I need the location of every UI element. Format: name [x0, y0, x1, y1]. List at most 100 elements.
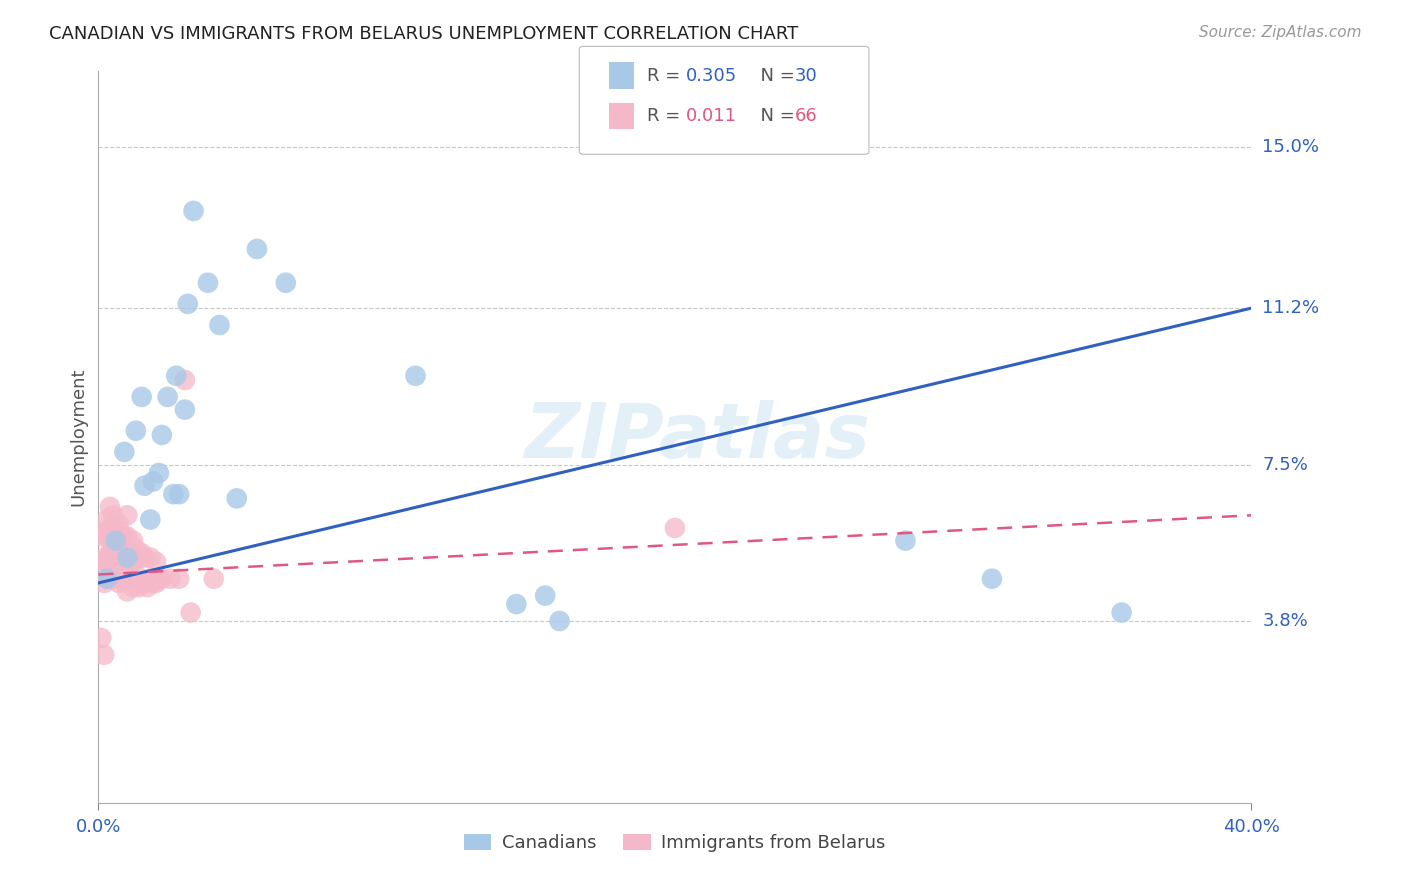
- Point: [159, 572, 181, 586]
- Point: [96, 572, 118, 586]
- Point: [405, 368, 427, 383]
- Point: [96, 555, 118, 569]
- Point: [112, 572, 135, 586]
- Point: [177, 297, 200, 311]
- Point: [120, 546, 142, 560]
- Point: [107, 516, 129, 531]
- Legend: Canadians, Immigrants from Belarus: Canadians, Immigrants from Belarus: [457, 827, 893, 860]
- Point: [107, 576, 129, 591]
- Point: [104, 572, 127, 586]
- Point: [131, 576, 153, 591]
- Point: [98, 500, 121, 514]
- Point: [98, 563, 121, 577]
- Text: R =: R =: [647, 107, 686, 125]
- Text: 11.2%: 11.2%: [1263, 299, 1320, 318]
- Point: [165, 368, 187, 383]
- Point: [208, 318, 231, 332]
- Point: [112, 445, 135, 459]
- Point: [548, 614, 571, 628]
- Text: Source: ZipAtlas.com: Source: ZipAtlas.com: [1198, 25, 1361, 40]
- Point: [150, 428, 173, 442]
- Text: 3.8%: 3.8%: [1263, 612, 1308, 630]
- Text: 7.5%: 7.5%: [1263, 456, 1309, 474]
- Point: [139, 512, 162, 526]
- Text: N =: N =: [749, 107, 801, 125]
- Point: [183, 203, 205, 218]
- Point: [125, 542, 148, 557]
- Point: [101, 521, 124, 535]
- Point: [122, 533, 145, 548]
- Point: [104, 555, 127, 569]
- Point: [167, 572, 190, 586]
- Point: [101, 572, 124, 586]
- Point: [104, 538, 127, 552]
- Text: N =: N =: [749, 67, 801, 85]
- Point: [664, 521, 686, 535]
- Text: 0.011: 0.011: [686, 107, 737, 125]
- Point: [112, 529, 135, 543]
- Point: [107, 538, 129, 552]
- Point: [101, 508, 124, 523]
- Point: [246, 242, 269, 256]
- Point: [139, 572, 162, 586]
- Point: [128, 550, 150, 565]
- Point: [122, 580, 145, 594]
- Point: [110, 529, 132, 543]
- Point: [110, 550, 132, 565]
- Point: [112, 550, 135, 565]
- Point: [142, 576, 165, 591]
- Point: [110, 572, 132, 586]
- Point: [128, 580, 150, 594]
- Point: [98, 521, 121, 535]
- Text: R =: R =: [647, 67, 686, 85]
- Point: [96, 512, 118, 526]
- Point: [104, 533, 127, 548]
- Point: [131, 546, 153, 560]
- Point: [197, 276, 219, 290]
- Point: [117, 567, 139, 582]
- Point: [104, 521, 127, 535]
- Point: [167, 487, 190, 501]
- Point: [122, 555, 145, 569]
- Point: [134, 550, 156, 565]
- Point: [162, 487, 184, 501]
- Point: [134, 576, 156, 591]
- Point: [139, 550, 162, 565]
- Point: [534, 589, 557, 603]
- Point: [117, 529, 139, 543]
- Text: 15.0%: 15.0%: [1263, 138, 1319, 156]
- Y-axis label: Unemployment: Unemployment: [69, 368, 87, 507]
- Point: [117, 584, 139, 599]
- Point: [148, 466, 170, 480]
- Point: [1111, 606, 1133, 620]
- Text: 66: 66: [794, 107, 817, 125]
- Point: [156, 390, 179, 404]
- Point: [174, 373, 197, 387]
- Point: [90, 529, 112, 543]
- Point: [117, 550, 139, 565]
- Point: [894, 533, 917, 548]
- Point: [96, 529, 118, 543]
- Point: [145, 576, 167, 591]
- Point: [505, 597, 527, 611]
- Point: [93, 550, 115, 565]
- Point: [101, 555, 124, 569]
- Point: [125, 424, 148, 438]
- Point: [142, 475, 165, 489]
- Point: [96, 572, 118, 586]
- Point: [134, 479, 156, 493]
- Point: [180, 606, 202, 620]
- Point: [131, 390, 153, 404]
- Point: [93, 576, 115, 591]
- Point: [117, 508, 139, 523]
- Point: [90, 555, 112, 569]
- Point: [101, 538, 124, 552]
- Point: [981, 572, 1004, 586]
- Point: [150, 572, 173, 586]
- Point: [174, 402, 197, 417]
- Point: [107, 559, 129, 574]
- Text: ZIPatlas: ZIPatlas: [524, 401, 870, 474]
- Point: [90, 631, 112, 645]
- Point: [136, 580, 159, 594]
- Point: [120, 572, 142, 586]
